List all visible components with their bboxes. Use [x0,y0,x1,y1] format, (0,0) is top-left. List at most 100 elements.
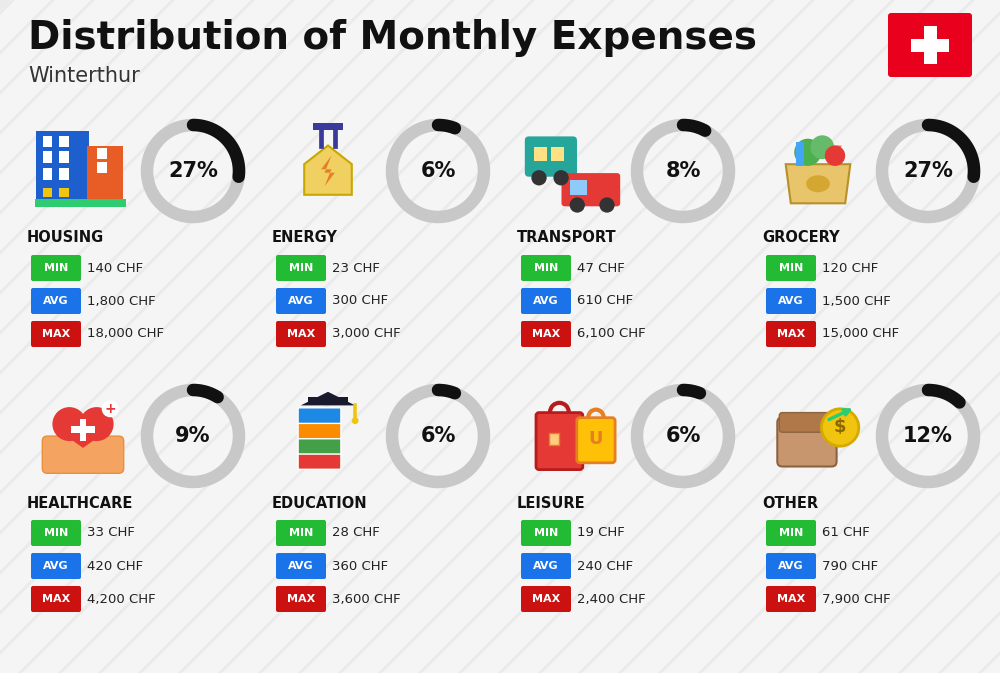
Bar [80,419,86,441]
Text: 4,200 CHF: 4,200 CHF [87,592,156,606]
FancyBboxPatch shape [766,520,816,546]
Text: 19 CHF: 19 CHF [577,526,625,540]
Text: 3,000 CHF: 3,000 CHF [332,328,401,341]
Text: 140 CHF: 140 CHF [87,262,143,275]
Bar [924,26,936,64]
Text: 3,600 CHF: 3,600 CHF [332,592,401,606]
FancyBboxPatch shape [766,586,816,612]
Text: 6%: 6% [665,426,701,446]
Text: 240 CHF: 240 CHF [577,559,633,573]
Circle shape [80,407,114,441]
Circle shape [825,145,845,166]
Bar [35,199,126,207]
Circle shape [553,170,569,186]
FancyBboxPatch shape [521,288,571,314]
Text: MIN: MIN [534,528,558,538]
Text: HOUSING: HOUSING [27,230,104,246]
FancyBboxPatch shape [31,553,81,579]
Bar [534,147,547,161]
Text: 28 CHF: 28 CHF [332,526,380,540]
Bar [59,188,69,197]
FancyBboxPatch shape [31,520,81,546]
Text: AVG: AVG [778,561,804,571]
FancyBboxPatch shape [31,288,81,314]
Text: 6%: 6% [420,161,456,181]
Text: 6,100 CHF: 6,100 CHF [577,328,646,341]
Bar [59,151,69,162]
Text: AVG: AVG [533,561,559,571]
Bar [97,148,107,159]
Text: 420 CHF: 420 CHF [87,559,143,573]
FancyBboxPatch shape [42,436,124,473]
Text: 27%: 27% [903,161,953,181]
Polygon shape [825,145,842,162]
Text: MAX: MAX [287,594,315,604]
Text: 790 CHF: 790 CHF [822,559,878,573]
Text: ENERGY: ENERGY [272,230,338,246]
Text: 23 CHF: 23 CHF [332,262,380,275]
FancyBboxPatch shape [276,255,326,281]
Polygon shape [54,427,112,448]
Text: MAX: MAX [532,329,560,339]
FancyBboxPatch shape [521,553,571,579]
FancyBboxPatch shape [766,255,816,281]
Text: TRANSPORT: TRANSPORT [517,230,617,246]
Bar [796,142,804,166]
Text: U: U [589,431,603,448]
Circle shape [531,170,547,186]
Text: GROCERY: GROCERY [762,230,840,246]
Text: MAX: MAX [532,594,560,604]
Bar [87,145,123,203]
Text: 12%: 12% [903,426,953,446]
Text: 27%: 27% [168,161,218,181]
FancyBboxPatch shape [276,321,326,347]
Text: 1,500 CHF: 1,500 CHF [822,295,891,308]
FancyBboxPatch shape [521,586,571,612]
Text: OTHER: OTHER [762,495,818,511]
Bar [43,151,52,162]
Text: 9%: 9% [175,426,211,446]
Text: MIN: MIN [534,263,558,273]
FancyBboxPatch shape [777,417,837,466]
Text: 47 CHF: 47 CHF [577,262,625,275]
Polygon shape [321,155,335,186]
Text: Distribution of Monthly Expenses: Distribution of Monthly Expenses [28,19,757,57]
FancyBboxPatch shape [521,321,571,347]
Text: AVG: AVG [43,561,69,571]
Text: AVG: AVG [288,561,314,571]
FancyBboxPatch shape [562,173,620,207]
Text: MIN: MIN [779,263,803,273]
Polygon shape [301,392,355,405]
Text: +: + [104,402,116,416]
Bar [308,397,348,405]
Polygon shape [304,145,352,194]
Text: EDUCATION: EDUCATION [272,495,368,511]
Text: 120 CHF: 120 CHF [822,262,878,275]
Bar [911,38,949,52]
Bar [570,180,587,194]
Text: 300 CHF: 300 CHF [332,295,388,308]
Text: 610 CHF: 610 CHF [577,295,633,308]
Text: MAX: MAX [287,329,315,339]
Text: 360 CHF: 360 CHF [332,559,388,573]
FancyBboxPatch shape [276,520,326,546]
Text: MIN: MIN [289,263,313,273]
FancyBboxPatch shape [31,586,81,612]
Text: HEALTHCARE: HEALTHCARE [27,495,133,511]
Circle shape [570,197,585,213]
Bar [43,188,52,197]
Bar [549,433,559,444]
FancyBboxPatch shape [577,418,615,463]
Text: 33 CHF: 33 CHF [87,526,135,540]
Bar [43,168,52,180]
Text: 18,000 CHF: 18,000 CHF [87,328,164,341]
FancyBboxPatch shape [766,553,816,579]
Text: AVG: AVG [778,296,804,306]
Text: 1,800 CHF: 1,800 CHF [87,295,156,308]
Text: MIN: MIN [44,528,68,538]
FancyBboxPatch shape [298,408,341,423]
Circle shape [352,417,359,424]
Text: 7,900 CHF: 7,900 CHF [822,592,891,606]
Text: MIN: MIN [289,528,313,538]
Text: MIN: MIN [779,528,803,538]
